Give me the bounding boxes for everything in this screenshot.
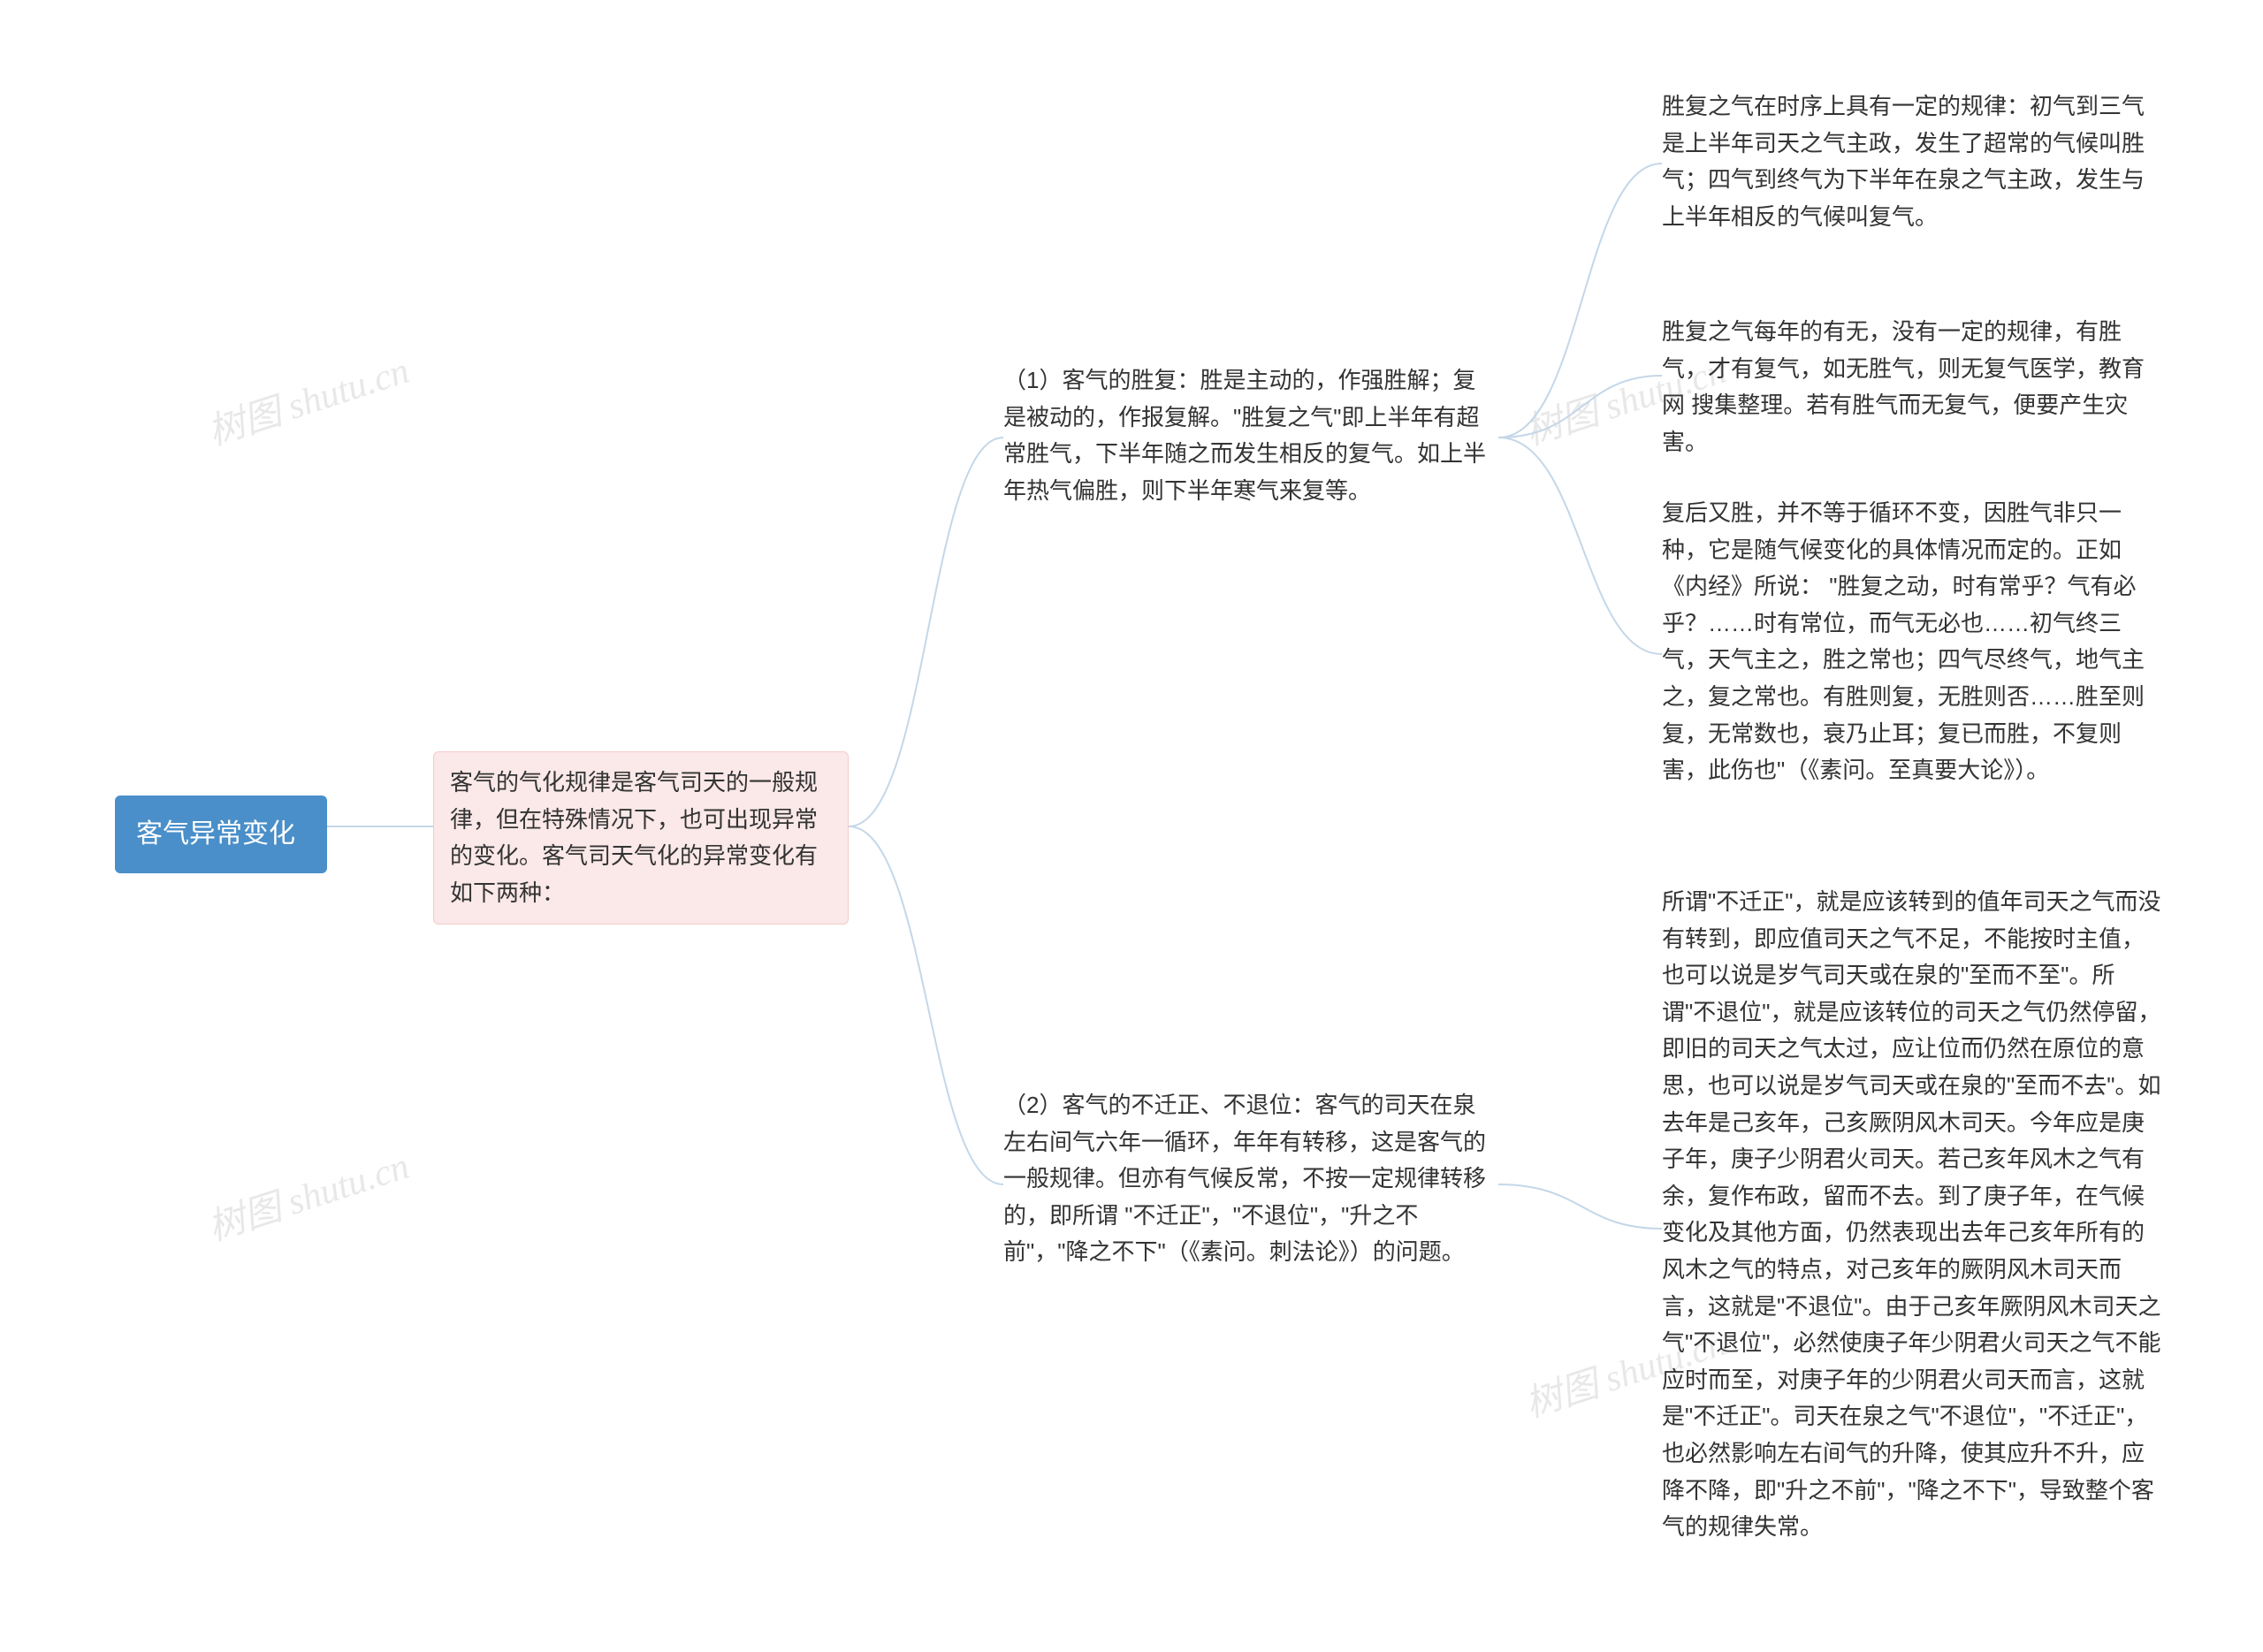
leaf2a-text: 所谓"不迁正"，就是应该转到的值年司天之气而没有转到，即应值司天之气不足，不能按… (1662, 888, 2160, 1540)
watermark: 树图 shutu.cn (200, 340, 415, 456)
leaf1b-text: 胜复之气每年的有无，没有一定的规律，有胜气，才有复气，如无胜气，则无复气医学，教… (1662, 318, 2145, 455)
mindmap-leaf1a-node[interactable]: 胜复之气在时序上具有一定的规律：初气到三气是上半年司天之气主政，发生了超常的气候… (1662, 88, 2166, 235)
mindmap-branch2-node[interactable]: （2）客气的不迁正、不退位：客气的司天在泉左右间气六年一循环，年年有转移，这是客… (1003, 1087, 1498, 1271)
leaf1a-text: 胜复之气在时序上具有一定的规律：初气到三气是上半年司天之气主政，发生了超常的气候… (1662, 93, 2145, 230)
branch1-text: （1）客气的胜复：胜是主动的，作强胜解；复是被动的，作报复解。"胜复之气"即上半… (1003, 367, 1486, 504)
leaf1c-text: 复后又胜，并不等于循环不变，因胜气非只一种，它是随气候变化的具体情况而定的。正如… (1662, 499, 2145, 783)
mindmap-leaf1c-node[interactable]: 复后又胜，并不等于循环不变，因胜气非只一种，它是随气候变化的具体情况而定的。正如… (1662, 495, 2166, 789)
mindmap-branch1-node[interactable]: （1）客气的胜复：胜是主动的，作强胜解；复是被动的，作报复解。"胜复之气"即上半… (1003, 362, 1498, 509)
branch2-text: （2）客气的不迁正、不退位：客气的司天在泉左右间气六年一循环，年年有转移，这是客… (1003, 1092, 1486, 1265)
mindmap-leaf2a-node[interactable]: 所谓"不迁正"，就是应该转到的值年司天之气而没有转到，即应值司天之气不足，不能按… (1662, 884, 2166, 1546)
mindmap-intro-node[interactable]: 客气的气化规律是客气司天的一般规律，但在特殊情况下，也可出现异常的变化。客气司天… (433, 751, 849, 925)
watermark: 树图 shutu.cn (200, 1136, 415, 1252)
intro-text: 客气的气化规律是客气司天的一般规律，但在特殊情况下，也可出现异常的变化。客气司天… (450, 769, 818, 906)
mindmap-leaf1b-node[interactable]: 胜复之气每年的有无，没有一定的规律，有胜气，才有复气，如无胜气，则无复气医学，教… (1662, 314, 2166, 461)
mindmap-root-node[interactable]: 客气异常变化 (115, 796, 327, 873)
root-label: 客气异常变化 (136, 819, 295, 849)
